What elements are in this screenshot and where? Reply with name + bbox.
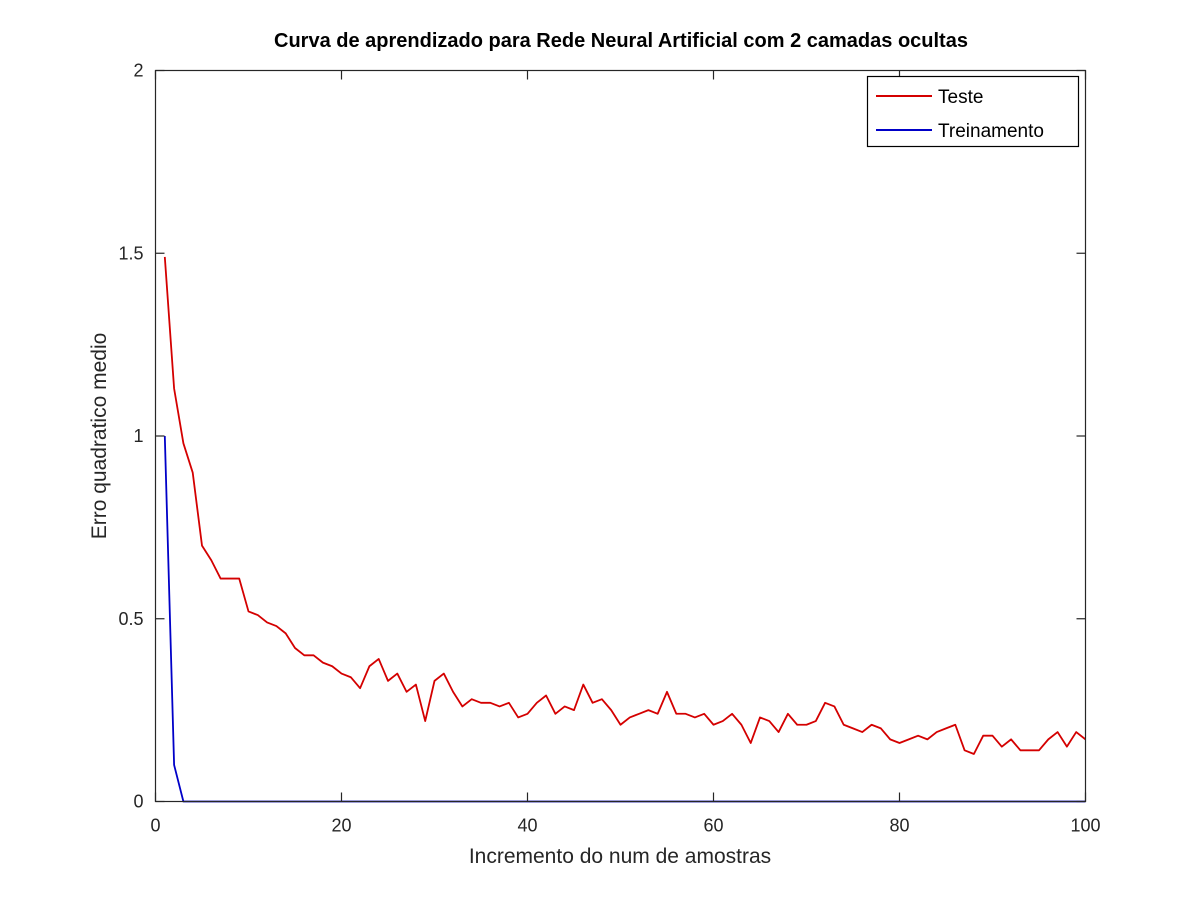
legend-box — [866, 75, 1080, 148]
x-tick-label: 20 — [331, 816, 351, 836]
legend-label-treinamento: Treinamento — [938, 121, 1044, 142]
y-tick-label: 0 — [133, 792, 143, 812]
x-axis-label: Incremento do num de amostras — [469, 845, 771, 868]
y-tick-label: 1 — [133, 426, 143, 446]
x-axis: 0 20 40 60 80 100 — [150, 70, 1101, 836]
series-line-teste — [163, 256, 1087, 755]
plot-area — [155, 70, 1086, 802]
legend: Teste Treinamento — [866, 75, 1080, 148]
y-axis: 0 0.5 1 1.5 2 — [118, 61, 1086, 812]
x-tick-label: 40 — [517, 816, 537, 836]
y-tick-label: 2 — [133, 61, 143, 81]
y-tick-label: 1.5 — [118, 243, 143, 263]
chart-title: Curva de aprendizado para Rede Neural Ar… — [274, 30, 968, 52]
x-tick-label: 60 — [703, 816, 723, 836]
y-axis-label: Erro quadratico medio — [88, 333, 111, 540]
legend-label-teste: Teste — [938, 87, 983, 108]
y-tick-label: 0.5 — [118, 609, 143, 629]
x-tick-label: 80 — [889, 816, 909, 836]
x-tick-label: 100 — [1070, 816, 1100, 836]
x-tick-label: 0 — [150, 816, 160, 836]
